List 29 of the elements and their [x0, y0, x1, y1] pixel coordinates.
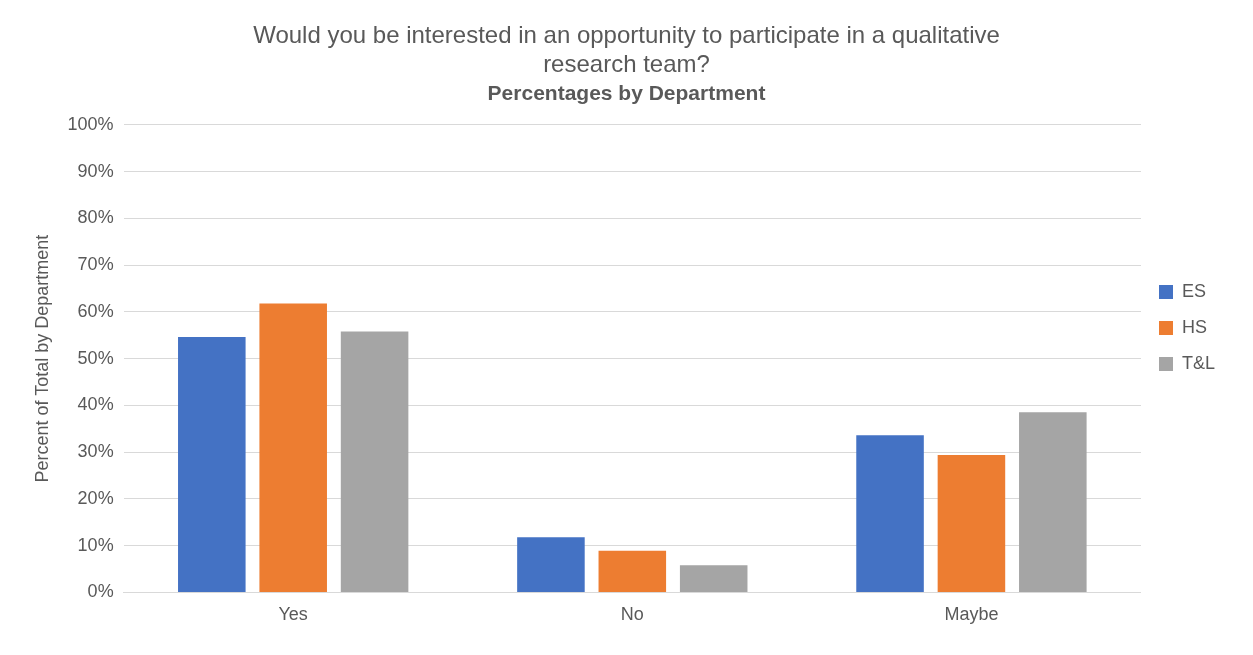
- legend-label: T&L: [1181, 352, 1215, 373]
- y-tick-label: 80%: [77, 207, 114, 228]
- y-tick-label: 70%: [77, 254, 114, 275]
- bar: [937, 454, 1006, 592]
- y-tick-label: 40%: [77, 394, 114, 415]
- legend-label: HS: [1181, 316, 1207, 337]
- bar: [517, 537, 585, 592]
- y-axis-title: Percent of Total by Department: [31, 234, 52, 483]
- bar: [340, 331, 409, 592]
- y-tick-label: 20%: [77, 487, 114, 508]
- y-tick-label: 30%: [77, 441, 114, 462]
- bar: [1019, 412, 1087, 592]
- y-tick-label: 0%: [87, 581, 114, 602]
- bar: [598, 550, 667, 592]
- y-tick-label: 60%: [77, 300, 114, 321]
- legend-label: ES: [1181, 280, 1206, 301]
- bar: [178, 337, 246, 592]
- y-tick-label: 100%: [67, 113, 114, 134]
- y-tick-label: 10%: [77, 534, 114, 555]
- chart-title: Would you be interested in an opportunity to participate in a qualitative research team?: [253, 21, 1000, 77]
- bar: [259, 303, 327, 592]
- x-tick-label: Maybe: [944, 604, 999, 625]
- bar: [856, 435, 924, 592]
- x-tick-label: No: [620, 604, 644, 625]
- bar: [679, 565, 748, 592]
- y-tick-label: 90%: [77, 160, 114, 181]
- chart-subtitle: Percentages by Department: [487, 81, 766, 104]
- y-tick-label: 50%: [77, 347, 114, 368]
- x-tick-label: Yes: [278, 604, 308, 625]
